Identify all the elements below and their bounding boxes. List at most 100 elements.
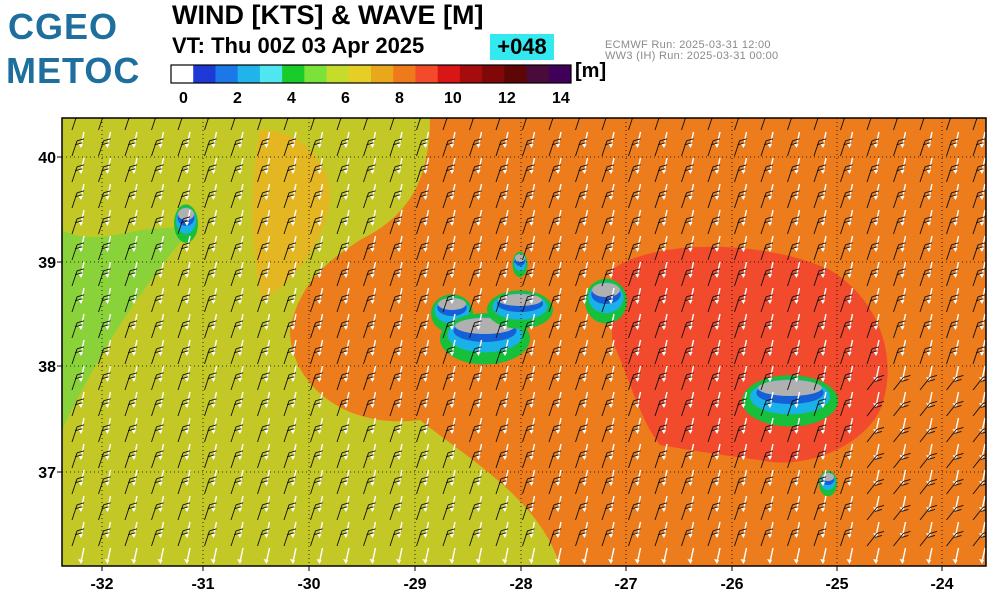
wind-barb — [230, 296, 237, 313]
wind-barb — [257, 166, 263, 183]
wind-barb-feather — [262, 346, 270, 350]
wind-barb-feather — [763, 376, 772, 380]
wind-barb-feather — [313, 532, 321, 536]
wind-barb — [628, 426, 634, 443]
wind-barb-feather — [207, 402, 215, 406]
wind-barb-feather — [392, 142, 401, 146]
wind-barb-feather — [657, 324, 666, 328]
wind-barb — [495, 244, 502, 261]
wave-arrow-head — [767, 221, 772, 226]
wind-barb — [946, 244, 952, 261]
wind-barb — [866, 507, 878, 521]
wind-barb-feather — [604, 506, 613, 510]
wave-arrow-head — [237, 403, 242, 408]
wind-barb-feather — [551, 532, 560, 536]
wind-barb-feather — [127, 402, 136, 406]
wave-arrow-head — [316, 429, 322, 434]
wind-barb — [734, 218, 740, 235]
valid-time: VT: Thu 00Z 03 Apr 2025 — [172, 33, 425, 58]
wind-barb-feather — [127, 506, 136, 510]
wind-barb-feather — [604, 142, 613, 146]
wind-barb-feather — [103, 190, 111, 194]
wind-barb-feather — [686, 294, 694, 298]
wave-arrow-head — [210, 377, 216, 382]
wind-barb — [787, 452, 793, 469]
wind-barb — [389, 244, 396, 261]
wave-arrow-head — [263, 377, 269, 382]
wind-barb — [707, 348, 714, 365]
wave-arrow-head — [369, 403, 375, 408]
wind-barb-feather — [927, 457, 936, 460]
wave-direction-arrow — [663, 547, 668, 563]
wind-barb — [575, 530, 581, 547]
wave-arrow-head — [793, 377, 799, 382]
wave-arrow-head — [475, 273, 481, 278]
wave-direction-arrow — [954, 547, 960, 563]
wind-barb-feather — [929, 401, 938, 404]
wind-barb-feather — [551, 246, 560, 250]
wind-barb-feather — [527, 528, 535, 532]
wave-arrow-head — [846, 507, 852, 512]
wind-barb-feather — [421, 216, 429, 220]
wind-barb-feather — [712, 528, 721, 532]
wave-arrow-head — [581, 403, 587, 408]
wind-barb — [124, 118, 130, 131]
wave-arrow-head — [184, 455, 189, 460]
wind-barb — [177, 192, 184, 209]
wave-arrow-head — [502, 221, 507, 226]
wind-barb-feather — [286, 298, 295, 302]
wind-barb-feather — [659, 502, 668, 506]
wind-barb — [866, 244, 873, 261]
wind-barb-feather — [474, 528, 482, 532]
wave-arrow-head — [899, 195, 905, 200]
wind-barb — [495, 322, 502, 339]
wind-barb-feather — [182, 216, 191, 220]
wind-barb-feather — [975, 168, 984, 172]
wind-barb-feather — [288, 424, 297, 428]
wind-barb — [813, 140, 820, 157]
wind-barb — [363, 166, 369, 183]
wind-barb-feather — [631, 376, 639, 380]
wind-barb-feather — [845, 320, 853, 324]
wind-barb-feather — [472, 454, 480, 458]
wave-arrow-head — [687, 403, 693, 408]
wave-direction-arrow — [504, 547, 509, 563]
wind-barb — [522, 140, 528, 157]
wind-barb — [919, 507, 931, 521]
wind-barb — [919, 429, 931, 443]
wind-barb-feather — [604, 168, 613, 172]
wind-barb — [734, 322, 740, 339]
wind-barb — [893, 322, 899, 339]
wind-barb — [575, 296, 581, 313]
wind-barb-feather — [922, 246, 931, 250]
wind-barb — [124, 322, 131, 339]
wave-arrow-head — [131, 481, 136, 486]
wave-arrow-head — [422, 221, 428, 226]
wind-barb-feather — [235, 424, 244, 428]
wind-barb-feather — [474, 164, 482, 168]
wind-barb-feather — [339, 194, 348, 198]
wind-barb-feather — [500, 268, 509, 272]
wind-barb-feather — [818, 242, 827, 246]
wave-arrow-head — [210, 299, 216, 304]
wind-barb — [124, 426, 131, 443]
wind-barb — [257, 504, 263, 521]
wave-arrow-head — [820, 507, 825, 512]
wind-barb-feather — [684, 428, 692, 432]
wave-arrow-head — [157, 247, 163, 252]
wind-barb — [151, 322, 157, 339]
wind-barb — [310, 296, 316, 313]
wind-barb-feather — [790, 402, 798, 406]
wave-arrow-head — [740, 403, 746, 408]
wind-barb-feather — [498, 194, 507, 198]
wind-barb-feather — [580, 528, 588, 532]
wind-barb-feather — [657, 376, 666, 380]
wind-barb — [469, 478, 475, 495]
wind-barb — [866, 218, 873, 235]
wave-arrow-head — [396, 559, 401, 564]
wave-direction-arrow — [822, 547, 827, 563]
wave-arrow-head — [634, 325, 640, 330]
wind-barb-feather — [180, 272, 189, 276]
wind-barb-feather — [657, 298, 666, 302]
wind-barb-feather — [182, 528, 191, 532]
